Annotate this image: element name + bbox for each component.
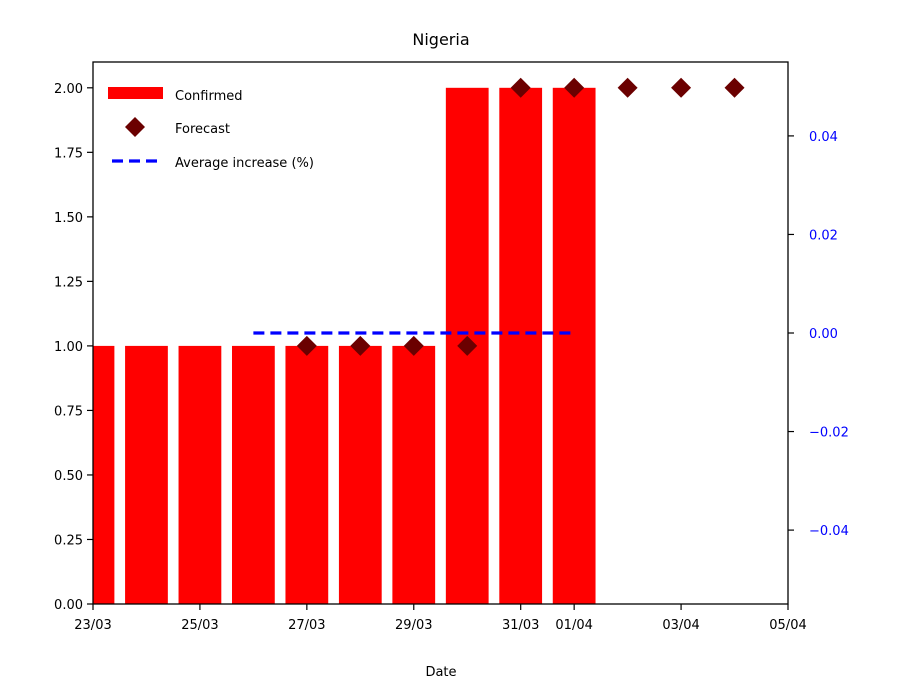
x-tick-label: 29/03 [395,618,432,633]
bar-confirmed [178,345,222,604]
x-axis-label: Date [425,665,456,680]
x-axis: 23/03 25/03 27/03 29/03 31/03 01/04 03/04 05/04 [74,604,807,633]
y-axis-left: 0.00 0.25 0.50 0.75 1.00 1.25 1.50 1.75 2.00 [54,82,93,613]
y-tick-label: 2.00 [54,82,83,97]
y-tick-label: 1.25 [54,275,83,290]
x-tick-label: 01/04 [555,618,592,633]
legend-swatch-forecast [125,117,145,137]
x-tick-label: 05/04 [769,618,806,633]
bar-confirmed [125,345,168,604]
x-tick-label: 25/03 [181,618,218,633]
legend-label-forecast: Forecast [175,122,230,137]
legend: Confirmed Forecast Average increase (%) [108,87,314,171]
y-axis-right: −0.04 −0.02 0.00 0.02 0.04 [788,130,849,539]
forecast-point [296,335,317,356]
x-tick-label: 23/03 [74,618,111,633]
y2-tick-label: −0.02 [809,426,849,441]
bar-confirmed [338,345,382,604]
y-tick-label: 0.50 [54,469,83,484]
forecast-point [564,77,585,98]
y-tick-label: 1.00 [54,340,83,355]
forecast-point [350,335,371,356]
legend-swatch-confirmed [108,87,163,99]
forecast-point [671,77,692,98]
x-tick-label: 31/03 [502,618,539,633]
forecast-markers-layer [296,77,745,356]
legend-label-average: Average increase (%) [175,156,314,171]
y-tick-label: 1.50 [54,211,83,226]
chart-title: Nigeria [412,30,469,49]
bar-confirmed [552,87,596,604]
bar-confirmed [285,345,329,604]
y-tick-label: 0.00 [54,598,83,613]
bar-confirmed [232,345,275,604]
forecast-point [403,335,424,356]
bar-confirmed [93,345,115,604]
legend-label-confirmed: Confirmed [175,89,243,104]
y-tick-label: 0.25 [54,533,83,548]
forecast-point [724,77,745,98]
bar-confirmed [392,345,436,604]
forecast-point [457,335,478,356]
forecast-point [510,77,531,98]
y2-tick-label: 0.04 [809,130,838,145]
bar-confirmed [499,87,543,604]
y2-tick-label: 0.00 [809,327,838,342]
forecast-point [617,77,638,98]
y-tick-label: 0.75 [54,404,83,419]
bars-layer [93,87,596,604]
y2-tick-label: 0.02 [809,228,838,243]
y-tick-label: 1.75 [54,146,83,161]
x-tick-label: 03/04 [662,618,699,633]
x-tick-label: 27/03 [288,618,325,633]
y2-tick-label: −0.04 [809,524,849,539]
